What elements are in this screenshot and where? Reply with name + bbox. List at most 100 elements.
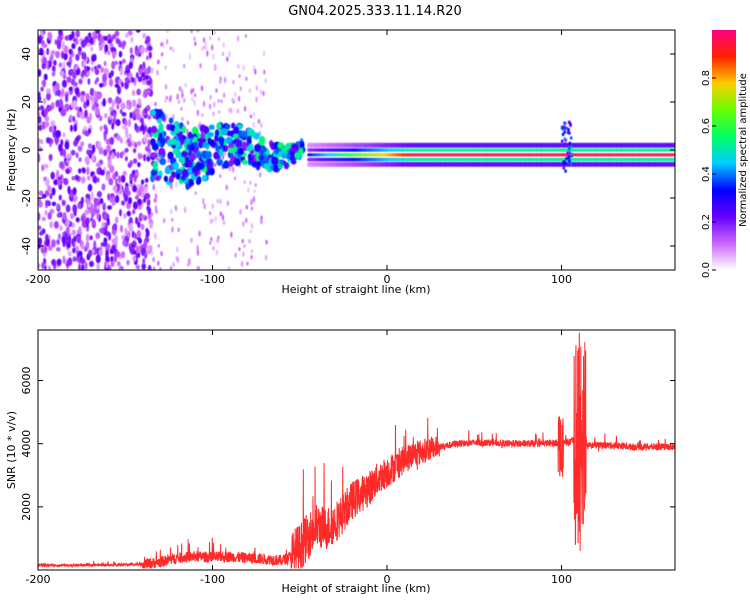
spectrogram-cell [196,30,200,33]
spectrogram-cell [146,245,152,254]
spectrogram-cell [123,193,129,203]
spectrogram-cell [132,201,138,210]
spectrogram-cell [143,251,148,259]
spectrogram-cell [219,76,222,82]
spectrogram-cell [171,47,175,53]
colorbar-tick-label: 0.8 [701,70,712,86]
y-tick-label: 40 [20,47,33,61]
spectrogram-cell [71,229,77,236]
spectrogram-cell [299,141,305,148]
spectrogram-cell [67,257,73,266]
spectrogram-cell [98,146,104,155]
spectrogram-cell [109,136,115,145]
spectrogram-cell [51,187,56,196]
spectrogram-cell [254,68,257,75]
spectrogram-cell [192,165,199,173]
spectrogram-cell [80,71,85,78]
spectrogram-cell [119,208,122,217]
spectrogram-cell [213,30,216,36]
spectrogram-cell [100,66,105,74]
spectrogram-cell [63,177,69,186]
spectrogram-cell [183,97,186,103]
spectrogram-cell [241,238,244,244]
spectrogram-cell [112,184,118,193]
spectrogram-cell [238,247,241,252]
spectrogram-cell [105,261,109,269]
spectrogram-cell [46,47,50,56]
spectrogram-cell [198,230,201,237]
spectrogram-cell [147,114,152,120]
spectrogram-cell [106,144,112,153]
spectrogram-cell [140,124,145,131]
spectrogram-cell [75,30,80,38]
spectrogram-cell [84,198,90,204]
spectrogram-cell [565,156,568,161]
spectrogram-cell [65,168,70,175]
spectrogram-cell [252,112,256,117]
spectrogram-cell [91,31,98,38]
spectrogram-cell [207,137,212,145]
spectrogram-cell [38,225,42,231]
spectrogram-cell [231,97,234,104]
spectrogram-cell [154,233,157,240]
spectrogram-cell [68,48,73,55]
spectrogram-cell [156,118,162,124]
spectrogram-cell [85,209,89,215]
spectrogram-cell [248,88,252,94]
spectrogram-cell [73,124,78,132]
spectrogram-cell [227,266,231,270]
spectrogram-cell [119,266,123,270]
spectrogram-cell [116,134,121,141]
spectrogram-cell [562,160,566,164]
spectrogram-cell [105,173,111,181]
spectrogram-cell [77,202,82,210]
y-tick-label: 0 [20,147,33,154]
spectrogram-cell [222,128,228,135]
spectrogram-cell [193,99,196,107]
spectrogram-cell [181,169,189,178]
spectrogram-cell [129,47,133,54]
spectrogram-cell [246,145,252,152]
spectrogram-cell [218,148,224,157]
spectrogram-cell [51,201,57,207]
spectrogram-cell [169,266,173,270]
spectrogram-cell [129,248,134,253]
spectrogram-cell [75,136,80,142]
spectrogram-cell [59,225,63,231]
spectrogram-cell [163,217,166,224]
colorbar-ticks: 0.0 0.2 0.4 0.6 0.8 [701,70,716,278]
spectrogram-cell [132,255,137,262]
spectrogram-cell [110,260,115,268]
spectrogram-cell [125,32,129,39]
spectrogram-cell [129,222,133,231]
spectrogram-cell [99,227,104,233]
spectrogram-cell [242,251,245,257]
spectrogram-cell [202,141,209,149]
spectrogram-cell [47,104,53,112]
spectrogram-cell [50,50,56,56]
spectrogram-cell [61,199,66,207]
spectrogram-cell [135,171,139,177]
spectrogram-cell [168,96,172,103]
spectrogram-cell [64,94,69,103]
spectrogram-cell [96,77,99,83]
spectrogram-cell [98,83,104,88]
spectrogram-cell [58,143,63,152]
spectrogram-cell [215,249,219,256]
spectrogram-cell [253,189,256,194]
spectrogram-cell [167,158,170,163]
spectrogram-cell [208,103,212,110]
spectrogram-cell [164,65,167,70]
spectrogram-cell [150,250,154,256]
spectrogram-cell [104,113,108,119]
spectrogram-cell [73,99,77,108]
spectrogram-cell [91,104,96,111]
colorbar-tick-label: 0.2 [701,214,712,230]
spectrogram-x-label: Height of straight line (km) [281,283,430,296]
spectrogram-cell [250,198,253,206]
spectrogram-cell [225,184,228,191]
spectrogram-cell [250,130,256,138]
spectrogram-cell [212,245,215,251]
spectrogram-cell [127,118,132,128]
spectrogram-cell [95,232,101,240]
